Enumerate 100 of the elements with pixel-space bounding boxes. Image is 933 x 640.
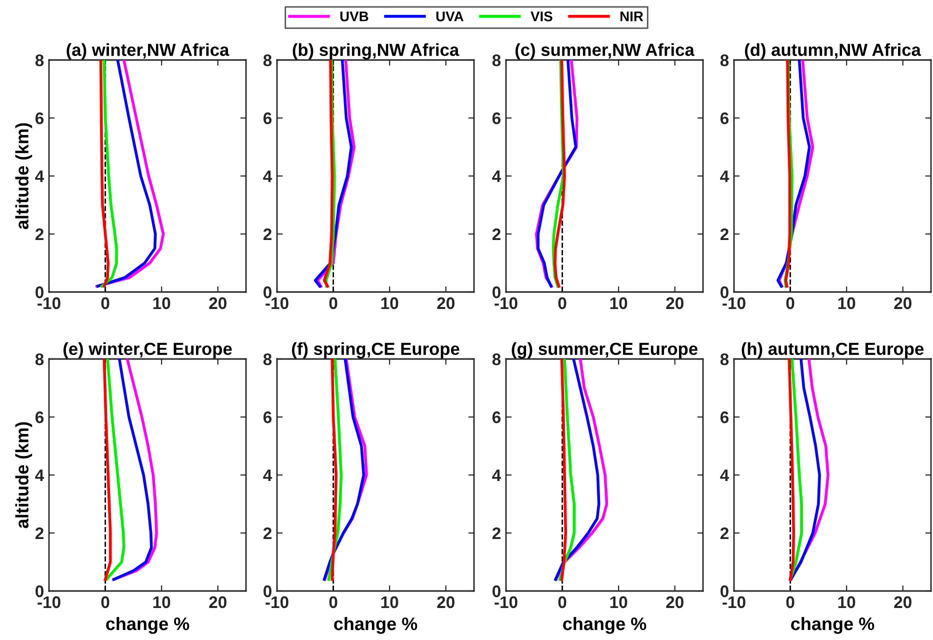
chart-title: (e) winter,CE Europe [63,342,232,358]
y-tick-label: 0 [36,286,44,298]
y-tick-label: 8 [720,54,729,66]
x-tick-label: 0 [101,297,110,310]
y-tick-label: 0 [492,286,500,298]
x-tick-label: 0 [786,596,794,608]
x-tick-label: 10 [381,596,398,608]
x-tick-label: 0 [329,596,338,608]
chart-title: (c) summer,NW Africa [515,43,694,60]
line-series [102,359,112,581]
y-tick-label: 0 [720,286,728,298]
x-tick-label: 20 [894,297,912,310]
x-tick-label: 20 [437,297,454,310]
y-tick-label: 8 [35,54,44,66]
y-tick-label: 0 [492,585,500,598]
y-tick-label: 8 [720,353,729,366]
y-tick-label: 8 [35,353,44,366]
x-tick-label: 0 [558,596,566,608]
y-tick-label: 4 [263,470,272,482]
y-tick-label: 6 [492,112,501,124]
y-tick-label: 4 [492,470,502,482]
y-tick-label: 2 [720,527,728,540]
y-tick-label: 6 [263,411,272,424]
line-series [558,359,576,581]
line-series [330,359,338,581]
chart-title: (g) summer,CE Europe [512,342,698,359]
y-tick-label: 6 [35,112,44,124]
y-tick-label: 4 [720,170,730,182]
x-tick-label: 20 [666,297,684,310]
y-tick-label: 4 [492,170,502,182]
x-tick-label: -10 [722,596,746,608]
line-series [788,359,796,581]
y-tick-label: 4 [35,170,44,182]
x-tick-label: 10 [838,596,856,608]
y-tick-label: 2 [35,527,44,540]
line-series [554,359,600,581]
x-tick-label: 20 [437,596,454,608]
y-tick-label: 4 [263,170,272,182]
y-tick-label: 8 [263,54,272,66]
x-tick-label: 10 [153,596,170,608]
x-axis-title: change % [106,616,190,634]
x-axis-title: change % [791,616,874,634]
line-series [99,60,110,288]
y-tick-label: 2 [492,527,500,540]
x-tick-label: 0 [786,297,794,310]
x-tick-label: -10 [722,297,746,310]
x-tick-label: 20 [209,297,226,310]
line-series [560,359,568,581]
x-tick-label: 10 [381,297,398,310]
x-axis-title: change % [334,616,418,634]
y-tick-label: 2 [263,228,272,240]
y-tick-label: 2 [35,228,44,240]
y-tick-label: 0 [36,585,44,598]
y-tick-label: 8 [263,353,272,366]
y-tick-label: 6 [492,411,501,424]
chart-title: (a) winter,NW Africa [66,43,230,60]
y-tick-label: 0 [264,585,272,598]
x-tick-label: 10 [610,297,628,310]
y-tick-label: 6 [720,411,729,424]
x-tick-label: 20 [209,596,226,608]
x-tick-label: -10 [38,596,60,608]
y-tick-label: 8 [492,54,501,66]
y-tick-label: 4 [720,470,730,482]
y-axis-title: altitude (km) [15,123,32,230]
y-axis-title: altitude (km) [15,422,32,528]
x-tick-label: -10 [266,297,288,310]
line-series [105,359,126,581]
x-tick-label: -10 [266,596,288,608]
y-tick-label: 2 [263,527,272,540]
x-tick-label: -10 [494,297,518,310]
x-tick-label: -10 [494,596,518,608]
line-series [327,359,343,581]
x-tick-label: 20 [894,596,912,608]
x-tick-label: 0 [558,297,566,310]
y-tick-label: 6 [720,112,729,124]
x-tick-label: -10 [38,297,60,310]
chart-title: (b) spring,NW Africa [292,43,460,60]
x-tick-label: 10 [838,297,856,310]
chart-title: (f) spring,CE Europe [292,342,460,359]
line-series [789,359,821,581]
legend-label: NIR [620,12,644,22]
y-tick-label: 4 [35,470,44,482]
y-tick-label: 0 [264,286,272,298]
y-tick-label: 2 [720,228,728,240]
x-tick-label: 10 [610,596,628,608]
line-series [100,60,118,288]
x-tick-label: 20 [666,596,684,608]
y-tick-label: 2 [492,228,500,240]
chart-title: (h) autumn,CE Europe [742,342,924,358]
y-tick-label: 8 [492,353,501,366]
y-tick-label: 6 [263,112,272,124]
x-tick-label: 0 [101,596,110,608]
legend-label: VIS [530,11,552,22]
x-tick-label: 10 [153,297,170,310]
line-series [788,359,803,581]
legend-label: UVA [436,12,464,22]
chart-title: (d) autumn,NW Africa [744,43,922,60]
y-tick-label: 6 [35,411,44,424]
x-axis-title: change % [563,616,646,634]
legend-label: UVB [340,12,368,22]
